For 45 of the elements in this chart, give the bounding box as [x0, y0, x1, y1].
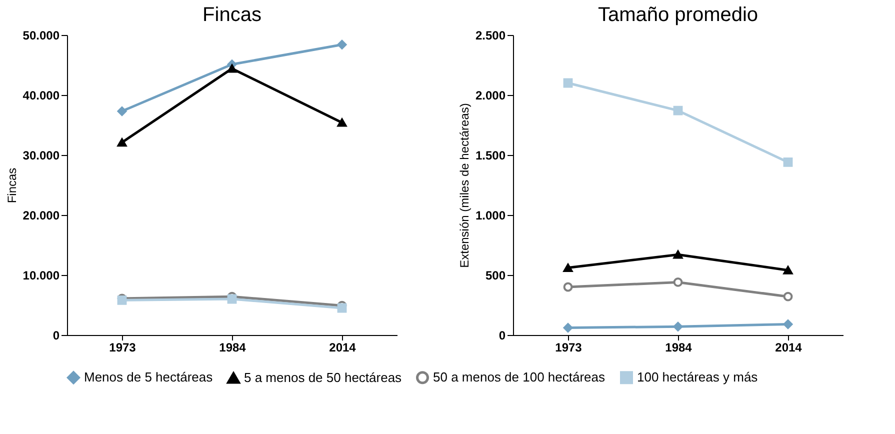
point: [563, 264, 573, 272]
x-tick-label: 1984: [665, 340, 692, 354]
point: [563, 78, 573, 88]
legend-label: 50 a menos de 100 hectáreas: [433, 370, 606, 385]
y-tick-label: 1.500: [475, 148, 506, 162]
point: [117, 138, 127, 147]
x-tick-label: 2014: [775, 340, 802, 354]
point: [337, 303, 347, 313]
point: [337, 118, 347, 127]
y-tick-label: 500: [485, 268, 506, 282]
legend-label: Menos de 5 hectáreas: [84, 370, 214, 385]
point: [673, 106, 683, 116]
y-tick-label: 40.000: [22, 88, 60, 102]
point: [783, 157, 793, 167]
x-tick-label: 1984: [219, 340, 246, 354]
chart-title: Fincas: [202, 4, 262, 26]
y-axis-title: Extensión (miles de hectáreas): [457, 103, 472, 268]
x-tick-label: 1973: [555, 340, 582, 354]
point: [673, 322, 683, 332]
y-tick-label: 20.000: [22, 208, 60, 222]
x-tick-label: 1973: [109, 340, 136, 354]
point: [227, 294, 237, 304]
y-tick-label: 2.000: [475, 88, 506, 102]
point: [783, 319, 793, 329]
y-tick-label: 2.500: [475, 28, 506, 42]
x-tick-label: 2014: [329, 340, 356, 354]
y-tick-label: 50.000: [22, 28, 60, 42]
point: [783, 292, 793, 302]
point: [337, 40, 347, 50]
point: [227, 64, 237, 73]
y-tick-label: 0: [52, 328, 60, 342]
point: [563, 282, 573, 292]
y-tick-label: 10.000: [22, 268, 60, 282]
point: [673, 278, 683, 287]
y-tick-label: 1.000: [475, 208, 506, 222]
y-tick-label: 30.000: [22, 148, 60, 162]
point: [673, 250, 683, 259]
point: [117, 106, 127, 116]
point: [783, 266, 793, 274]
legend-label: 100 hectáreas y más: [637, 370, 758, 385]
point: [563, 323, 573, 333]
y-axis-title: Fincas: [4, 168, 19, 204]
y-tick-label: 0: [498, 328, 506, 342]
legend-label: 5 a menos de 50 hectáreas: [244, 370, 402, 385]
chart-title: Tamaño promedio: [598, 4, 758, 26]
